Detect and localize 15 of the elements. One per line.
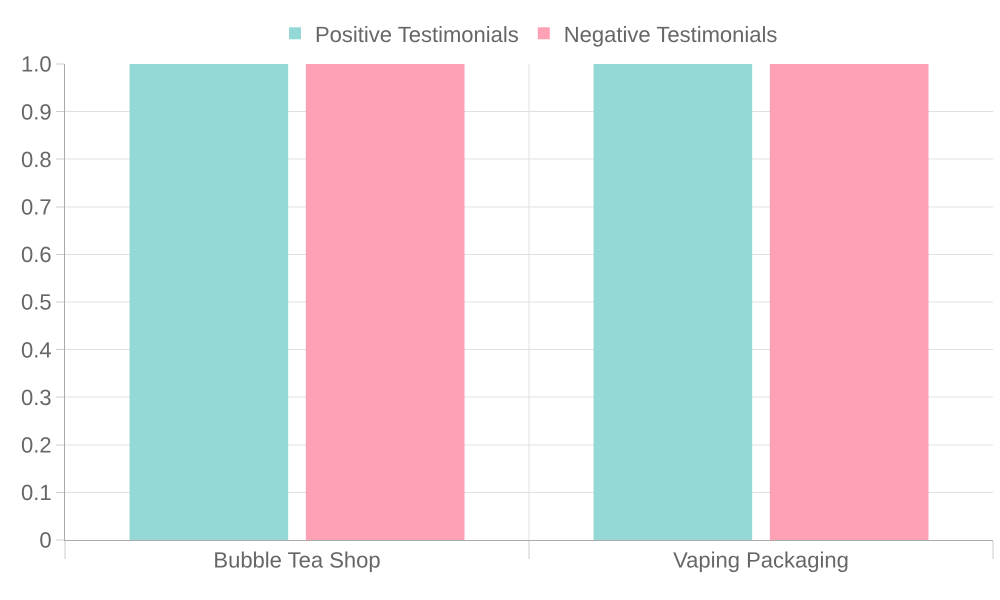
x-tick-label: Bubble Tea Shop [213, 547, 381, 572]
y-tick-label: 0.8 [21, 146, 52, 172]
y-tick-label: 0.7 [21, 194, 52, 220]
y-tick-label: 0.6 [21, 242, 52, 268]
y-tick-label: 1.0 [21, 52, 52, 77]
y-tick-label: 0.4 [21, 337, 52, 362]
legend-label: Positive Testimonials [315, 22, 519, 47]
y-tick-label: 0.1 [21, 480, 52, 506]
y-tick-label: 0 [39, 528, 52, 553]
y-tick-label: 0.5 [21, 290, 52, 315]
x-tick-label: Vaping Packaging [673, 547, 849, 572]
legend-label: Negative Testimonials [564, 22, 778, 47]
y-tick-label: 0.9 [21, 99, 52, 124]
y-tick-label: 0.3 [21, 384, 52, 410]
y-tick-label: 0.2 [21, 432, 52, 458]
